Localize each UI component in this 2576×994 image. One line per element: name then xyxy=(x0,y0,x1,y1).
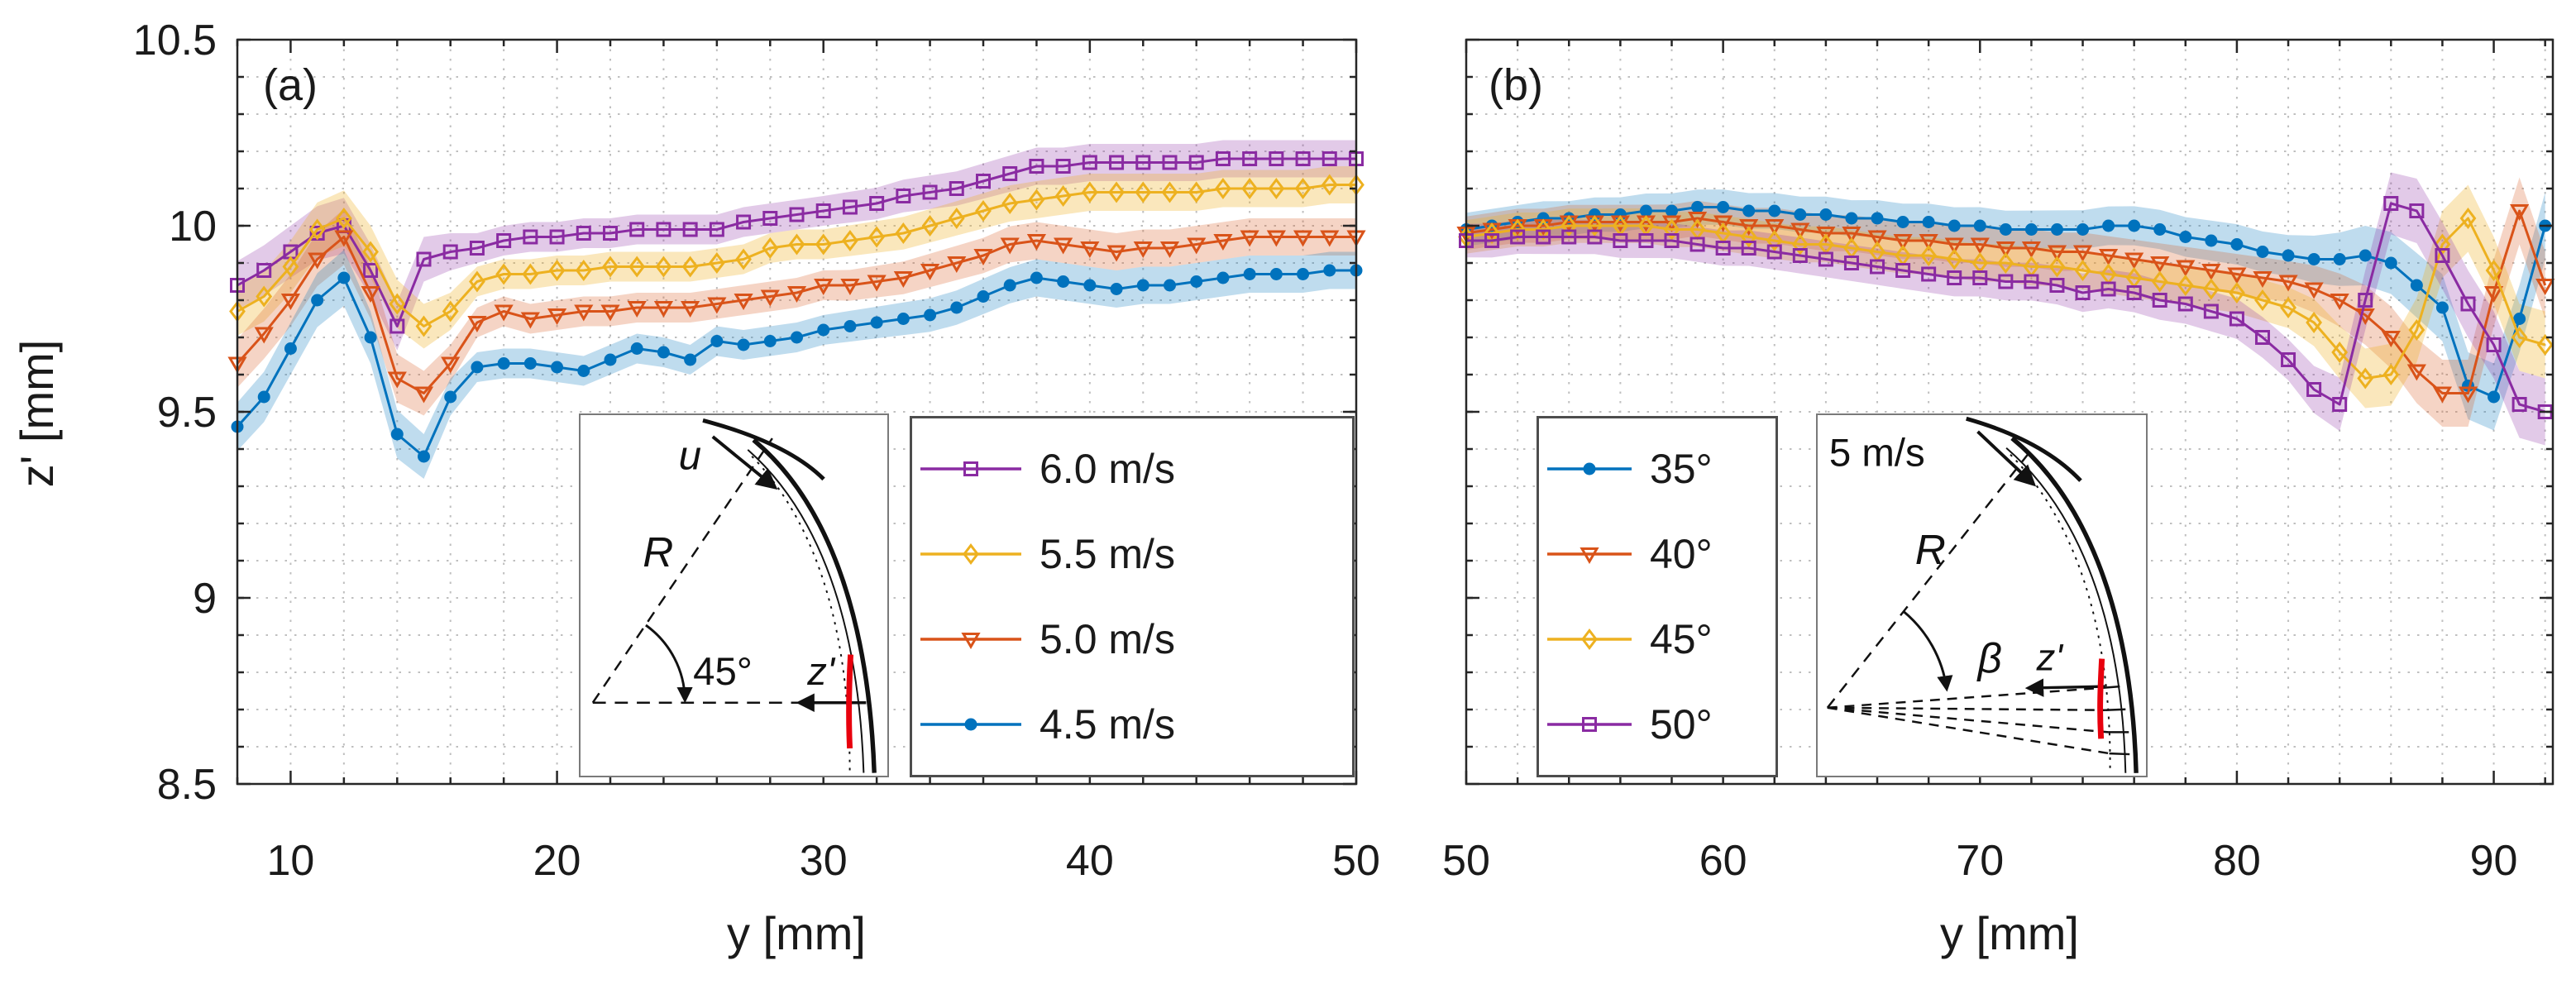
legend-item-6.0ms: 6.0 m/s xyxy=(917,445,1347,493)
panel-a-letter: (a) xyxy=(263,60,318,110)
u-flow-arrow xyxy=(711,435,778,490)
svg-text:9.5: 9.5 xyxy=(157,389,217,437)
angle-arc-arrow xyxy=(1902,610,1953,692)
legend-label: 4.5 m/s xyxy=(1039,700,1175,748)
series-swatch-icon xyxy=(920,543,1021,566)
legend-label: 6.0 m/s xyxy=(1039,446,1175,493)
svg-text:40: 40 xyxy=(1066,837,1114,885)
legend-label: 45° xyxy=(1650,615,1713,662)
svg-text:50: 50 xyxy=(1442,837,1490,885)
series-swatch-icon xyxy=(920,461,1021,477)
y-axis-label: z' [mm] xyxy=(10,339,63,488)
band-50° xyxy=(1466,172,2545,446)
svg-text:20: 20 xyxy=(533,837,581,885)
beta-fan-dashed-lines xyxy=(1827,686,2110,755)
legend-label: 5.5 m/s xyxy=(1039,531,1175,578)
z-prime-label: z' xyxy=(806,650,836,694)
series-6.0 m/s xyxy=(230,151,1364,334)
series-50° xyxy=(1459,196,2553,419)
legend-item-45deg: 45° xyxy=(1544,615,1771,663)
inset-diagram-panel-a: u R 45° z' xyxy=(579,413,889,777)
band-5.0 m/s xyxy=(237,208,1356,416)
inset-diagram-panel-b: 5 m/s R β z' xyxy=(1816,413,2148,777)
band-45° xyxy=(1466,184,2545,409)
svg-text:9: 9 xyxy=(193,575,217,623)
legend-panel-a: 6.0 m/s 5.5 m/s 5.0 m/s 4.5 m/s xyxy=(910,416,1355,777)
series-swatch-icon xyxy=(1547,628,1632,650)
legend-label: 50° xyxy=(1650,700,1713,748)
legend-label: 35° xyxy=(1650,446,1713,493)
series-swatch-icon xyxy=(920,718,1021,731)
u-label: u xyxy=(679,433,701,479)
panel-b-letter: (b) xyxy=(1489,60,1543,110)
beta-label: β xyxy=(1976,634,2002,681)
measurement-location-red xyxy=(2097,658,2105,739)
radius-label: R xyxy=(1915,526,1946,573)
svg-text:90: 90 xyxy=(2470,837,2518,885)
y-tick-labels: 10.5 10 9.5 9 8.5 xyxy=(133,17,217,809)
svg-text:10.5: 10.5 xyxy=(133,17,217,65)
x-tick-labels: 10 20 30 40 50 xyxy=(267,837,1380,885)
film-trajectory-dotted xyxy=(751,456,851,773)
legend-item-35deg: 35° xyxy=(1544,445,1771,493)
axis-ticks xyxy=(236,38,1358,786)
measurement-location-red xyxy=(846,654,854,749)
nozzle-upper-lip xyxy=(1966,416,2082,482)
band-5.5 m/s xyxy=(237,166,1356,349)
x-axis-label-panel-a: y [mm] xyxy=(727,907,866,959)
angle-arc-arrow xyxy=(645,624,693,704)
film-trajectory-dotted xyxy=(2010,453,2111,773)
series-swatch-icon xyxy=(1547,547,1632,565)
series-5.0 m/s xyxy=(227,230,1366,404)
curved-wall-outer xyxy=(752,437,877,773)
svg-text:8.5: 8.5 xyxy=(157,761,217,809)
series-5.5 m/s xyxy=(229,174,1364,337)
svg-text:60: 60 xyxy=(1699,837,1747,885)
jet-flow-arrow xyxy=(1976,430,2037,487)
legend-item-4.5ms: 4.5 m/s xyxy=(917,700,1347,748)
band-35° xyxy=(1466,189,2545,431)
legend-label: 5.0 m/s xyxy=(1039,615,1175,662)
x-axis-label-panel-b: y [mm] xyxy=(1940,907,2079,959)
svg-text:10: 10 xyxy=(169,203,217,251)
curved-wall-outer xyxy=(2010,436,2139,773)
legend-item-40deg: 40° xyxy=(1544,530,1771,578)
error-bands xyxy=(1466,172,2545,446)
svg-text:10: 10 xyxy=(267,837,315,885)
legend-item-5.0ms: 5.0 m/s xyxy=(917,615,1347,663)
z-prime-arrow xyxy=(2024,678,2105,697)
series-swatch-icon xyxy=(1547,462,1632,475)
series-swatch-icon xyxy=(1547,716,1632,732)
legend-panel-b: 35° 40° 45° 50° xyxy=(1537,416,1778,777)
svg-text:70: 70 xyxy=(1956,837,2004,885)
radius-label: R xyxy=(643,528,673,576)
svg-text:80: 80 xyxy=(2213,837,2261,885)
angle-45-label: 45° xyxy=(693,650,753,694)
legend-item-5.5ms: 5.5 m/s xyxy=(917,530,1347,578)
legend-item-50deg: 50° xyxy=(1544,700,1771,748)
radius-dashed-line xyxy=(591,437,773,704)
axis-ticks xyxy=(1465,38,2553,786)
x-tick-labels: 50 60 70 80 90 xyxy=(1442,837,2517,885)
svg-text:30: 30 xyxy=(800,837,848,885)
nozzle-upper-lip xyxy=(702,418,825,481)
series-4.5 m/s xyxy=(231,264,1363,463)
svg-text:50: 50 xyxy=(1332,837,1380,885)
z-prime-label: z' xyxy=(2036,636,2064,678)
series-swatch-icon xyxy=(920,632,1021,649)
legend-label: 40° xyxy=(1650,531,1713,578)
band-40° xyxy=(1466,177,2545,427)
jet-speed-label: 5 m/s xyxy=(1829,431,1925,475)
radius-dashed-line xyxy=(1826,448,2033,709)
